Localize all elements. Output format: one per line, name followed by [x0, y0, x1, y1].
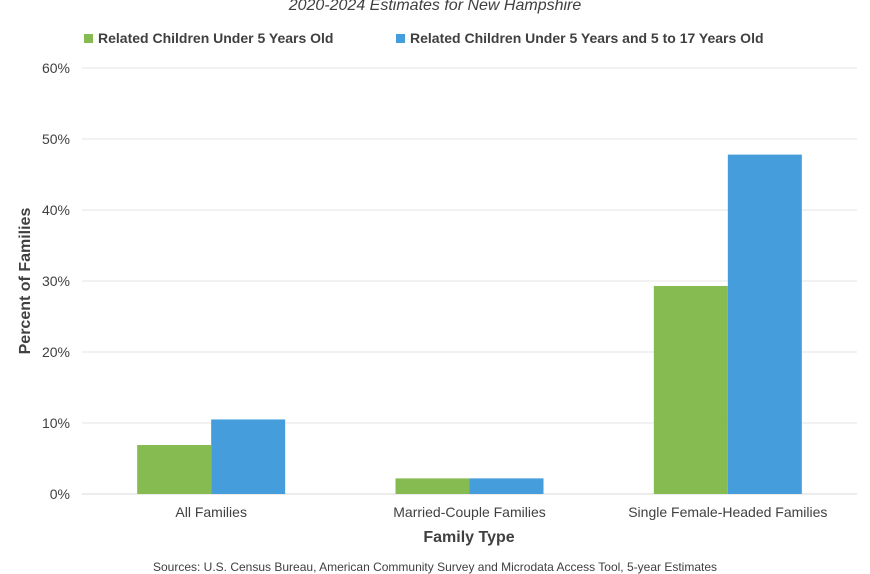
x-axis-label: Family Type — [423, 529, 514, 546]
x-tick-label: Single Female-Headed Families — [628, 504, 827, 520]
chart-subtitle: 2020-2024 Estimates for New Hampshire — [288, 0, 582, 14]
y-tick-label: 10% — [42, 415, 70, 431]
bar-under-5-2 — [653, 285, 728, 494]
y-tick-label: 30% — [42, 273, 70, 289]
legend-item-under-5-and-5-17: Related Children Under 5 Years and 5 to … — [396, 30, 764, 46]
y-axis-label: Percent of Families — [17, 208, 34, 355]
y-tick-label: 40% — [42, 202, 70, 218]
legend-label-under-5-and-5-17: Related Children Under 5 Years and 5 to … — [410, 30, 764, 46]
y-tick-label: 60% — [42, 60, 70, 76]
legend-item-under-5: Related Children Under 5 Years Old — [84, 30, 333, 46]
bars — [137, 154, 802, 494]
bar-under-5-0 — [137, 445, 212, 494]
bar-under-5-and-5-17-1 — [469, 478, 544, 494]
y-tick-label: 20% — [42, 344, 70, 360]
bar-under-5-and-5-17-2 — [727, 154, 802, 494]
legend-label-under-5: Related Children Under 5 Years Old — [98, 30, 334, 46]
bar-under-5-1 — [395, 478, 470, 494]
y-tick-label: 50% — [42, 131, 70, 147]
legend-swatch-green — [84, 33, 93, 43]
y-tick-label: 0% — [50, 486, 70, 502]
y-axis-ticks: 0% 10% 20% 30% 40% 50% 60% — [42, 60, 70, 502]
x-tick-label: All Families — [175, 504, 247, 520]
source-note: Sources: U.S. Census Bureau, American Co… — [152, 560, 718, 574]
x-axis-ticks: All Families Married-Couple Families Singl… — [175, 504, 827, 520]
legend-swatch-blue — [396, 33, 405, 43]
x-tick-label: Married-Couple Families — [393, 504, 546, 520]
bar-under-5-and-5-17-0 — [211, 419, 286, 494]
